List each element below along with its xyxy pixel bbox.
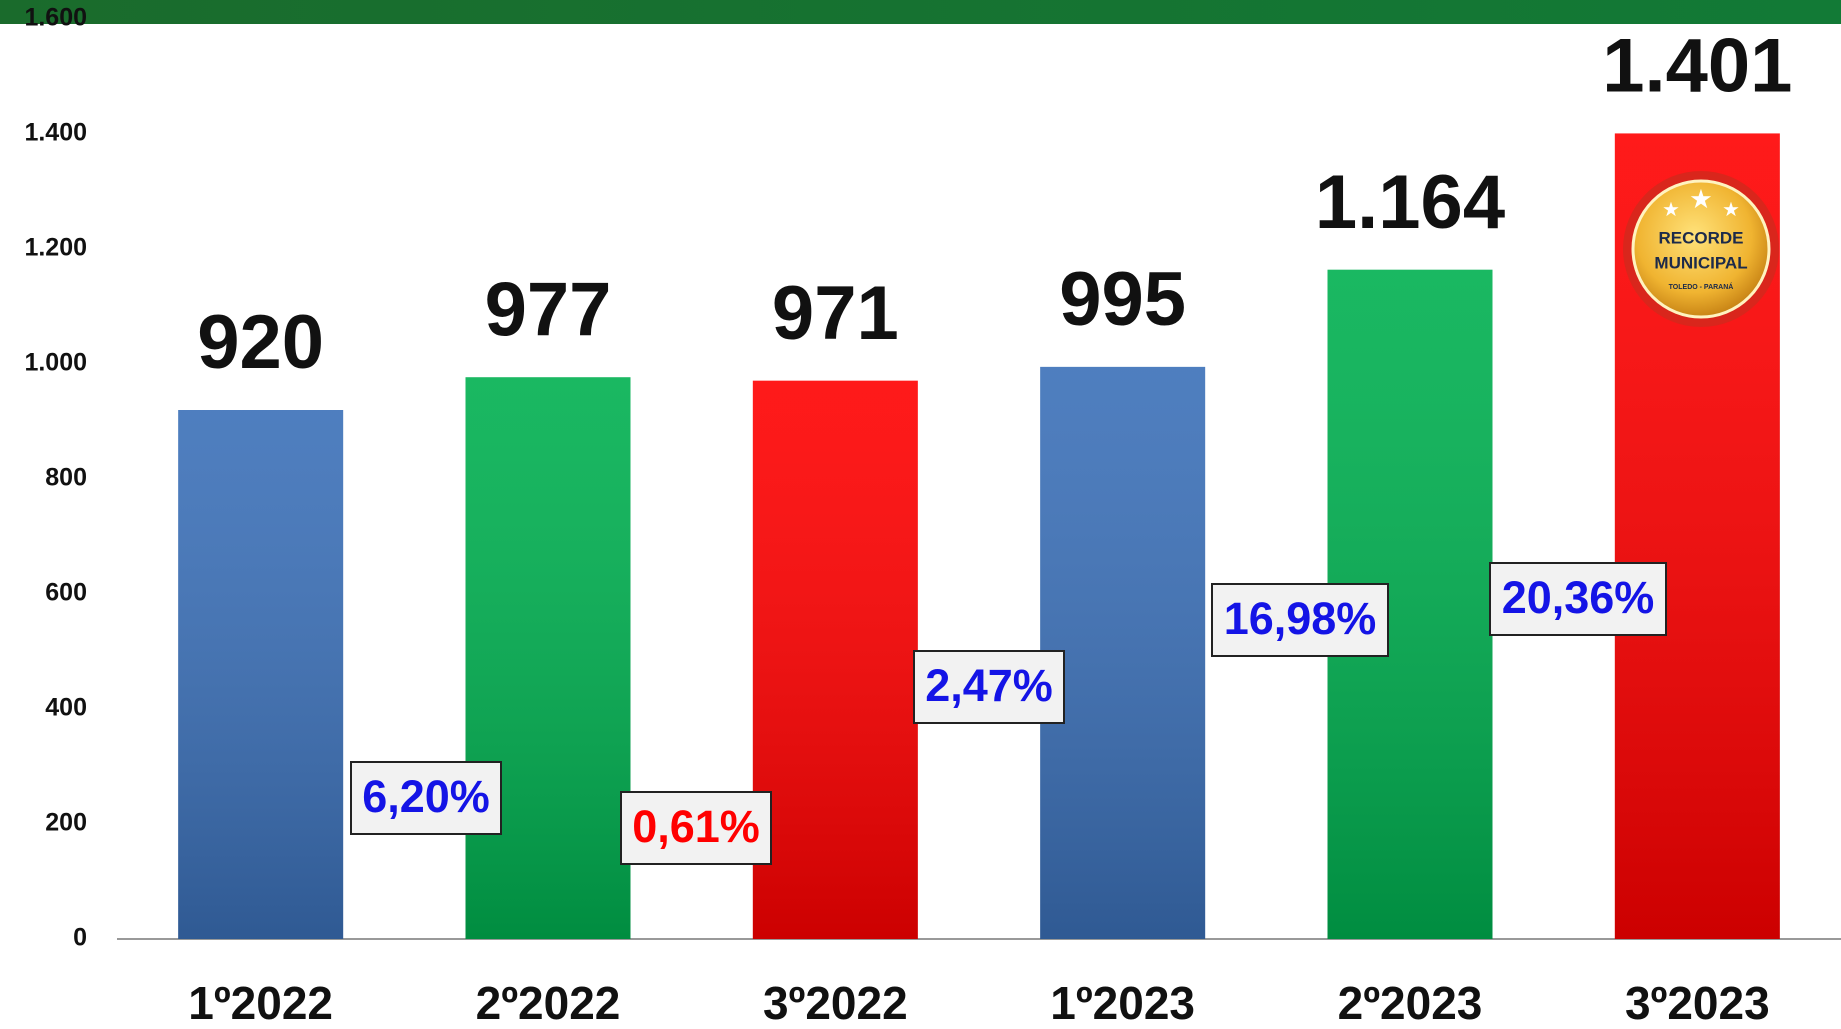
value-label: 1.164: [1315, 160, 1505, 245]
badge-text: MUNICIPAL: [1654, 253, 1747, 272]
bar-shade: [178, 410, 344, 939]
x-tick-label: 2º2022: [476, 977, 621, 1029]
y-tick-label: 200: [45, 809, 87, 837]
bar-shade: [1040, 366, 1206, 939]
value-label: 1.401: [1602, 24, 1792, 109]
badge-disc: [1631, 179, 1771, 319]
y-tick-label: 400: [45, 694, 87, 722]
x-tick-label: 1º2023: [1050, 977, 1195, 1029]
annotation-box: [1489, 562, 1667, 636]
x-tick-label: 2º2023: [1338, 977, 1483, 1029]
annotation-text: 20,36%: [1502, 572, 1655, 623]
badge-star: ★: [1662, 199, 1680, 221]
growth-annotation: 0,61%: [620, 791, 772, 865]
y-tick-label: 600: [45, 579, 87, 607]
annotation-box: [1211, 583, 1389, 657]
y-tick-label: 1.000: [24, 349, 87, 377]
growth-annotation: 16,98%: [1211, 583, 1389, 657]
annotation-box: [620, 791, 772, 865]
badge-star: ★: [1722, 199, 1740, 221]
badge-text: TOLEDO - PARANÁ: [1669, 282, 1734, 291]
value-label: 920: [197, 300, 324, 385]
growth-annotation: 6,20%: [350, 761, 502, 835]
annotation-text: 6,20%: [362, 771, 490, 822]
y-tick-label: 800: [45, 464, 87, 492]
x-tick-label: 3º2023: [1625, 977, 1770, 1029]
y-tick-label: 1.400: [24, 119, 87, 147]
annotation-box: [350, 761, 502, 835]
annotation-text: 2,47%: [925, 660, 1053, 711]
annotation-text: 16,98%: [1224, 593, 1377, 644]
growth-annotation: 2,47%: [913, 650, 1065, 724]
record-badge: ★ ★ ★ RECORDE MUNICIPAL TOLEDO - PARANÁ: [1623, 171, 1779, 327]
y-tick-label: 1.200: [24, 234, 87, 262]
annotation-text: 0,61%: [632, 801, 760, 852]
x-tick-label: 3º2022: [763, 977, 908, 1029]
growth-annotation: 20,36%: [1489, 562, 1667, 636]
x-tick-label: 1º2022: [188, 977, 333, 1029]
value-label: 995: [1059, 257, 1186, 342]
bar-shade: [465, 377, 631, 940]
annotation-box: [913, 650, 1065, 724]
header-bar: [0, 0, 1841, 24]
y-tick-label: 1.600: [24, 4, 87, 32]
bar-shade: [752, 380, 918, 939]
y-tick-label: 0: [73, 924, 87, 952]
badge-star: ★: [1689, 184, 1713, 214]
badge-text: RECORDE: [1658, 228, 1743, 247]
value-label: 977: [485, 267, 612, 352]
value-label: 971: [772, 271, 899, 356]
